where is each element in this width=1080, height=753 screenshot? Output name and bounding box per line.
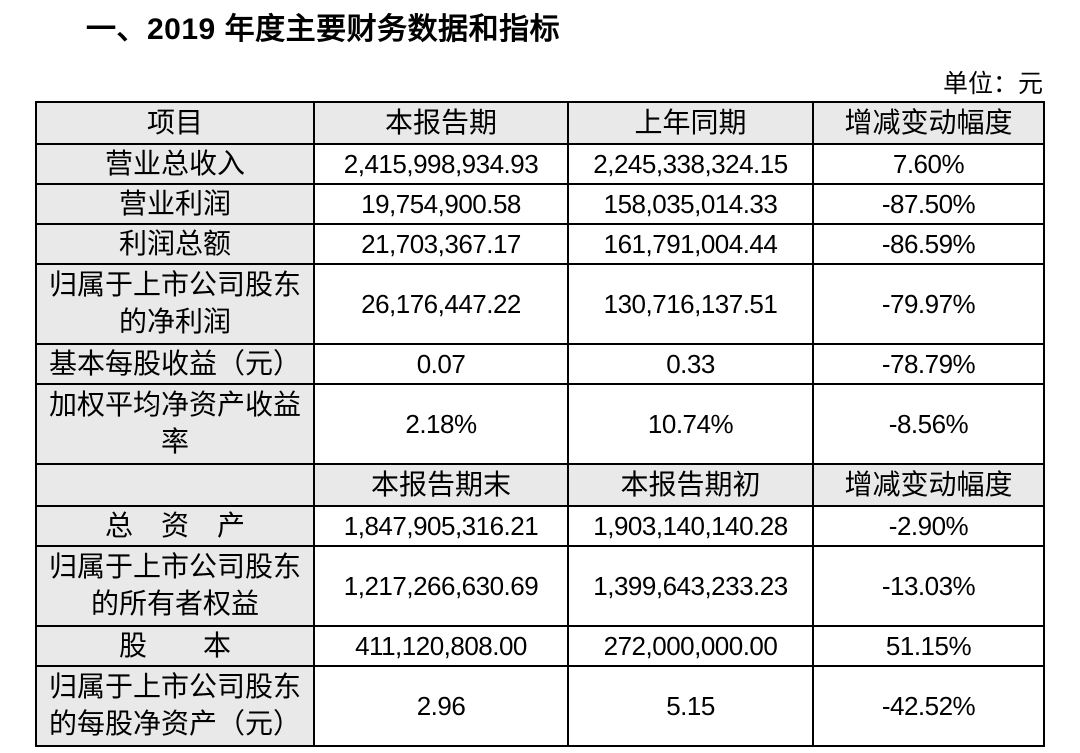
row-label: 股 本 xyxy=(35,625,315,667)
row-change-value: -2.90% xyxy=(812,505,1045,547)
row-label: 营业总收入 xyxy=(35,143,315,185)
table-header-row-balance: 本报告期末 本报告期初 增减变动幅度 xyxy=(35,463,1045,507)
row-prior-value: 10.74% xyxy=(567,383,814,465)
row-current-value: 2.96 xyxy=(313,665,569,747)
unit-label: 单位：元 xyxy=(942,70,1043,98)
row-prior-value: 2,245,338,324.15 xyxy=(567,143,814,185)
row-current-value: 21,703,367.17 xyxy=(313,223,569,265)
header-empty xyxy=(35,463,315,507)
header-current-period: 本报告期 xyxy=(313,101,569,145)
row-label: 基本每股收益（元） xyxy=(35,343,315,385)
row-label: 利润总额 xyxy=(35,223,315,265)
row-label: 加权平均净资产收益率 xyxy=(35,383,315,465)
row-prior-value: 161,791,004.44 xyxy=(567,223,814,265)
table-row: 归属于上市公司股东的净利润 26,176,447.22 130,716,137.… xyxy=(35,263,1045,345)
table-row: 营业总收入 2,415,998,934.93 2,245,338,324.15 … xyxy=(35,143,1045,185)
row-current-value: 411,120,808.00 xyxy=(313,625,569,667)
row-change-value: -8.56% xyxy=(812,383,1045,465)
header-prior-period: 上年同期 xyxy=(567,101,814,145)
row-label: 归属于上市公司股东的所有者权益 xyxy=(35,545,315,627)
table-row: 总 资 产 1,847,905,316.21 1,903,140,140.28 … xyxy=(35,505,1045,547)
row-prior-value: 158,035,014.33 xyxy=(567,183,814,225)
row-prior-value: 0.33 xyxy=(567,343,814,385)
header-item: 项目 xyxy=(35,101,315,145)
page-title: 一、2019 年度主要财务数据和指标 xyxy=(86,13,561,46)
header-change: 增减变动幅度 xyxy=(812,101,1045,145)
row-current-value: 1,847,905,316.21 xyxy=(313,505,569,547)
row-label: 归属于上市公司股东的每股净资产（元） xyxy=(35,665,315,747)
row-prior-value: 5.15 xyxy=(567,665,814,747)
row-label: 营业利润 xyxy=(35,183,315,225)
table-header-row-period: 项目 本报告期 上年同期 增减变动幅度 xyxy=(35,101,1045,145)
row-current-value: 0.07 xyxy=(313,343,569,385)
table-row: 股 本 411,120,808.00 272,000,000.00 51.15% xyxy=(35,625,1045,667)
row-current-value: 2,415,998,934.93 xyxy=(313,143,569,185)
table-row: 加权平均净资产收益率 2.18% 10.74% -8.56% xyxy=(35,383,1045,465)
header-period-begin: 本报告期初 xyxy=(567,463,814,507)
row-change-value: 51.15% xyxy=(812,625,1045,667)
row-prior-value: 272,000,000.00 xyxy=(567,625,814,667)
row-prior-value: 1,399,643,233.23 xyxy=(567,545,814,627)
table-row: 归属于上市公司股东的每股净资产（元） 2.96 5.15 -42.52% xyxy=(35,665,1045,747)
row-change-value: -87.50% xyxy=(812,183,1045,225)
row-change-value: -79.97% xyxy=(812,263,1045,345)
row-current-value: 19,754,900.58 xyxy=(313,183,569,225)
table-row: 利润总额 21,703,367.17 161,791,004.44 -86.59… xyxy=(35,223,1045,265)
row-prior-value: 130,716,137.51 xyxy=(567,263,814,345)
row-change-value: -42.52% xyxy=(812,665,1045,747)
row-label: 归属于上市公司股东的净利润 xyxy=(35,263,315,345)
row-change-value: -78.79% xyxy=(812,343,1045,385)
row-change-value: 7.60% xyxy=(812,143,1045,185)
table-row: 基本每股收益（元） 0.07 0.33 -78.79% xyxy=(35,343,1045,385)
row-label: 总 资 产 xyxy=(35,505,315,547)
row-change-value: -13.03% xyxy=(812,545,1045,627)
header-period-end: 本报告期末 xyxy=(313,463,569,507)
table-row: 营业利润 19,754,900.58 158,035,014.33 -87.50… xyxy=(35,183,1045,225)
financial-data-table: 项目 本报告期 上年同期 增减变动幅度 营业总收入 2,415,998,934.… xyxy=(35,101,1045,747)
row-prior-value: 1,903,140,140.28 xyxy=(567,505,814,547)
row-current-value: 1,217,266,630.69 xyxy=(313,545,569,627)
row-current-value: 2.18% xyxy=(313,383,569,465)
row-current-value: 26,176,447.22 xyxy=(313,263,569,345)
row-change-value: -86.59% xyxy=(812,223,1045,265)
table-row: 归属于上市公司股东的所有者权益 1,217,266,630.69 1,399,6… xyxy=(35,545,1045,627)
header-change: 增减变动幅度 xyxy=(812,463,1045,507)
